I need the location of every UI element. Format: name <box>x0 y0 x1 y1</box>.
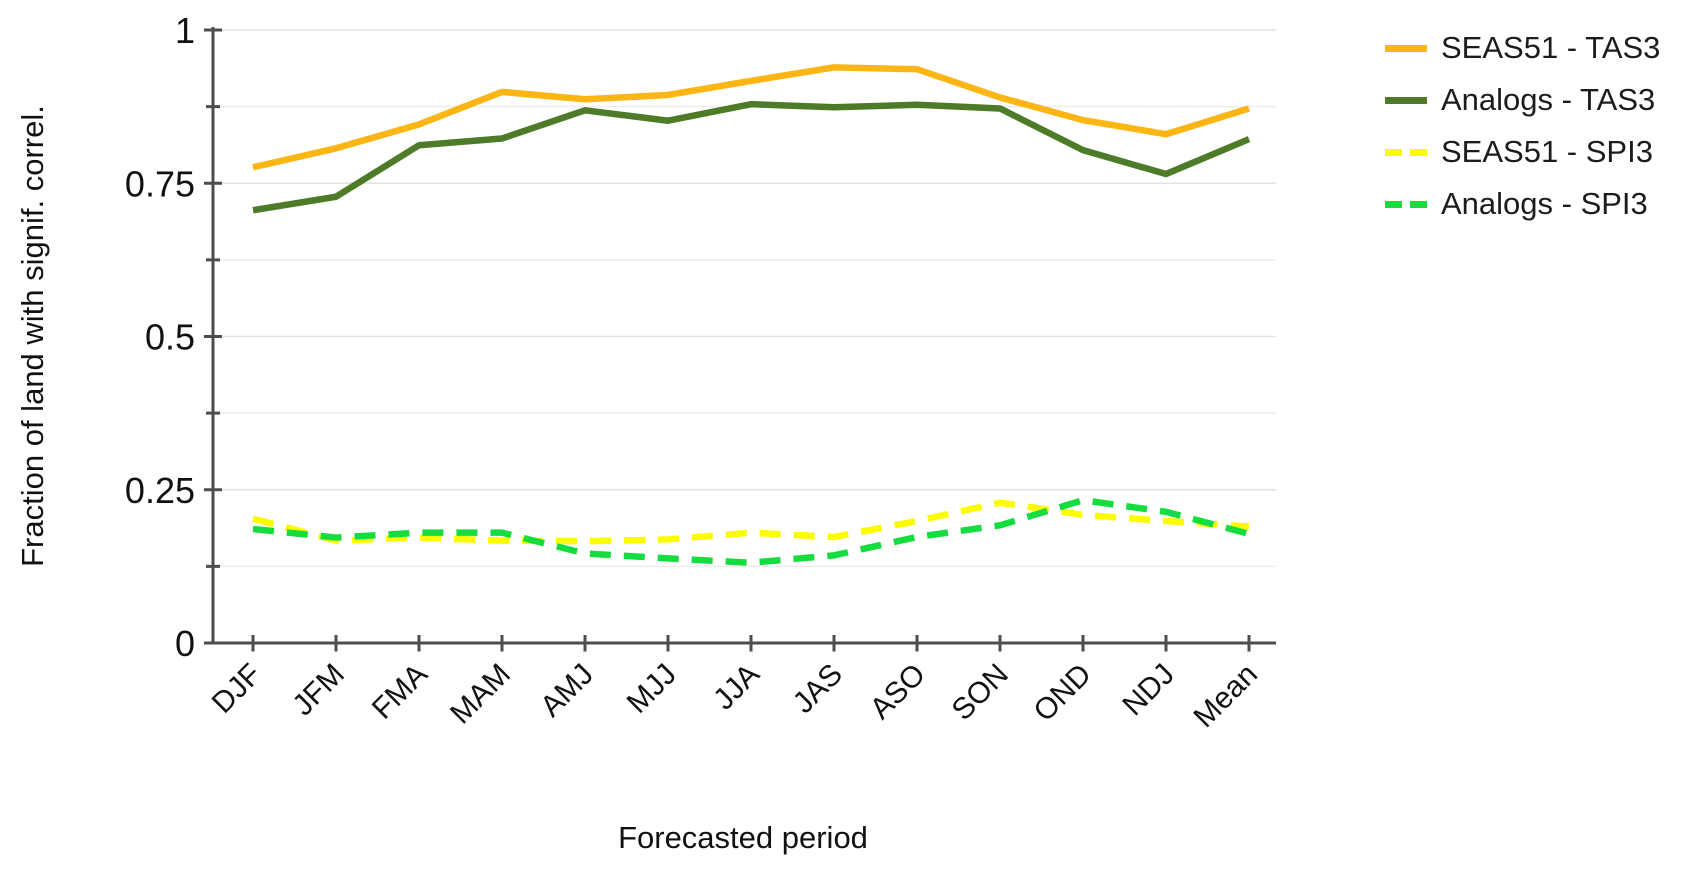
legend-row: Analogs - TAS3 <box>1385 74 1660 126</box>
x-tick-label: MJJ <box>621 658 683 720</box>
legend: SEAS51 - TAS3 Analogs - TAS3 SEAS51 - SPI3… <box>1385 22 1660 230</box>
x-tick-label: OND <box>1027 658 1097 728</box>
x-tick-label: AMJ <box>534 658 600 724</box>
legend-row: Analogs - SPI3 <box>1385 178 1660 230</box>
y-tick-label: 1 <box>175 10 195 51</box>
x-tick-label: NDJ <box>1116 658 1181 723</box>
series-line-analogs-spi3 <box>252 496 1250 566</box>
legend-label: SEAS51 - TAS3 <box>1441 30 1661 65</box>
x-tick-label: Mean <box>1188 658 1264 734</box>
legend-solid-line-swatch <box>1385 96 1427 104</box>
x-tick-label: MAM <box>444 658 517 731</box>
legend-row: SEAS51 - SPI3 <box>1385 126 1660 178</box>
series-line-seas51-tas3 <box>252 64 1250 171</box>
x-tick-label: JAS <box>787 658 849 720</box>
series-line-analogs-tas3 <box>252 100 1251 214</box>
legend-dashed-line-swatch <box>1385 200 1427 208</box>
legend-solid-line-swatch <box>1385 44 1427 52</box>
x-tick-label: JFM <box>286 658 351 723</box>
legend-row: SEAS51 - TAS3 <box>1385 22 1660 74</box>
x-tick-label: JJA <box>707 658 766 717</box>
legend-label: Analogs - SPI3 <box>1441 186 1648 221</box>
y-axis-title: Fraction of land with signif. correl. <box>15 105 50 567</box>
y-tick-label: 0.5 <box>145 317 195 358</box>
y-tick-label: 0.75 <box>125 163 195 204</box>
x-tick-label: FMA <box>366 658 434 726</box>
x-tick-label: ASO <box>864 658 932 726</box>
x-axis-title: Forecasted period <box>618 820 868 855</box>
legend-dashed-line-swatch <box>1385 148 1427 156</box>
legend-label: Analogs - TAS3 <box>1441 82 1656 117</box>
x-tick-label: DJF <box>206 658 268 720</box>
legend-label: SEAS51 - SPI3 <box>1441 134 1653 169</box>
y-tick-label: 0.25 <box>125 470 195 511</box>
y-tick-label: 0 <box>175 623 195 664</box>
x-tick-label: SON <box>946 658 1015 727</box>
